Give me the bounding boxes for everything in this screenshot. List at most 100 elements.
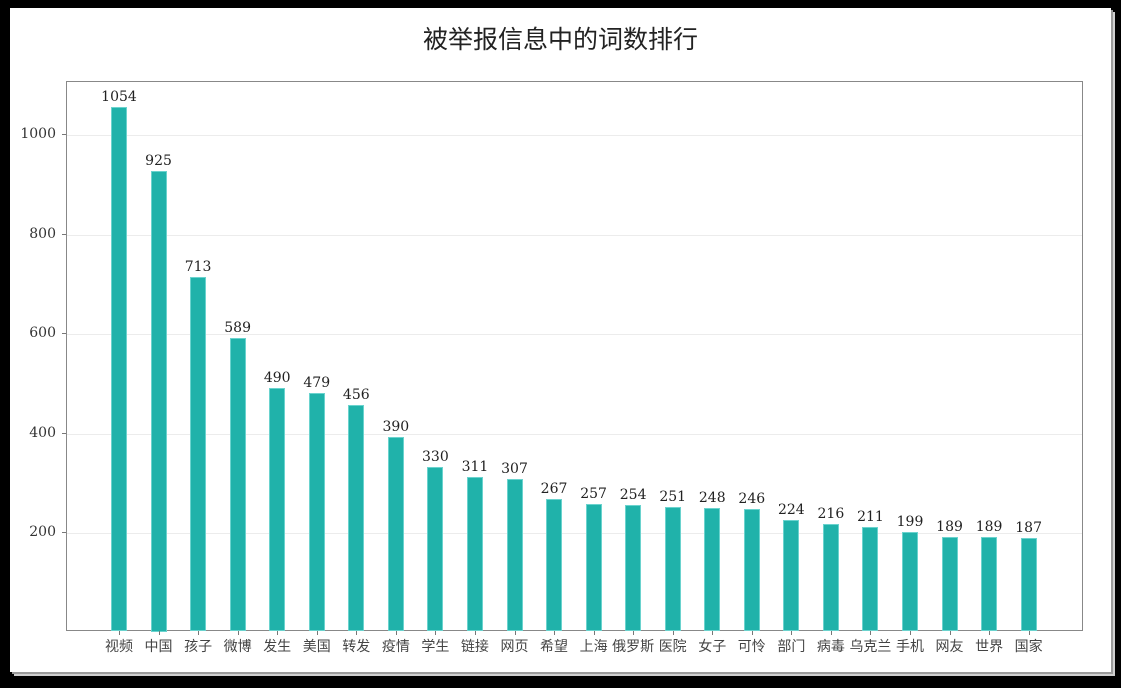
x-tick-label: 国家 xyxy=(1014,639,1043,655)
x-tick-mark xyxy=(870,631,872,635)
x-tick-mark xyxy=(633,631,635,635)
gridline xyxy=(67,334,1082,335)
bar-value-label: 479 xyxy=(303,375,331,392)
bar xyxy=(981,537,998,632)
x-tick-mark xyxy=(712,631,714,635)
bar xyxy=(427,467,444,632)
x-tick-mark xyxy=(989,631,991,635)
x-tick-label: 网友 xyxy=(935,639,964,655)
bar xyxy=(387,437,404,632)
bar-value-label: 216 xyxy=(817,506,845,523)
bar-value-label: 187 xyxy=(1015,520,1042,537)
x-tick-label: 上海 xyxy=(579,639,608,655)
bar-value-label: 925 xyxy=(145,153,172,170)
x-tick-label: 链接 xyxy=(460,639,489,655)
bar-value-label: 330 xyxy=(422,449,449,466)
x-tick-mark xyxy=(514,631,516,635)
bar-value-label: 189 xyxy=(936,519,963,536)
bar xyxy=(269,387,286,632)
x-tick-mark xyxy=(474,631,476,635)
bar-value-label: 199 xyxy=(896,514,924,531)
x-tick-label: 俄罗斯 xyxy=(612,639,655,655)
x-tick-mark xyxy=(593,631,595,635)
y-tick-mark xyxy=(62,134,66,135)
chart-title: 被举报信息中的词数排行 xyxy=(422,25,698,54)
x-tick-label: 希望 xyxy=(540,639,569,655)
x-tick-mark xyxy=(751,631,753,635)
bar xyxy=(585,503,602,632)
x-tick-label: 可怜 xyxy=(737,639,766,655)
bar xyxy=(902,532,918,632)
x-tick-mark xyxy=(316,631,318,635)
x-tick-label: 中国 xyxy=(144,639,173,655)
bar-value-label: 307 xyxy=(501,460,528,477)
bar xyxy=(229,338,246,632)
x-tick-mark xyxy=(237,631,239,635)
bar-value-label: 1054 xyxy=(101,89,137,106)
x-tick-label: 微博 xyxy=(223,639,252,655)
x-tick-label: 学生 xyxy=(421,639,450,655)
x-tick-label: 疫情 xyxy=(381,639,410,655)
x-tick-mark xyxy=(1028,631,1030,635)
bar-value-label: 456 xyxy=(342,386,370,403)
x-tick-label: 世界 xyxy=(975,639,1004,655)
x-tick-mark xyxy=(830,631,832,635)
x-tick-label: 医院 xyxy=(658,639,687,655)
y-tick-mark xyxy=(62,233,66,235)
bar-value-label: 246 xyxy=(738,491,766,508)
x-tick-mark xyxy=(554,631,556,635)
bar xyxy=(625,505,642,632)
x-tick-label: 手机 xyxy=(896,639,924,655)
bar xyxy=(111,107,127,632)
x-tick-mark xyxy=(395,631,397,635)
gridline xyxy=(67,533,1082,534)
bar xyxy=(783,520,800,632)
y-tick-label: 800 xyxy=(29,225,56,242)
x-tick-label: 乌克兰 xyxy=(849,639,892,655)
x-tick-mark xyxy=(435,631,437,635)
bar xyxy=(150,171,167,632)
bar xyxy=(190,276,207,632)
x-tick-label: 孩子 xyxy=(184,639,213,655)
y-tick-mark xyxy=(62,333,66,334)
bar xyxy=(704,508,721,632)
gridline xyxy=(67,135,1082,136)
bar xyxy=(822,524,839,632)
bar-value-label: 267 xyxy=(540,480,568,497)
gridline xyxy=(67,234,1082,236)
bar-value-label: 257 xyxy=(580,485,607,502)
x-tick-label: 病毒 xyxy=(816,639,845,655)
bar-value-label: 189 xyxy=(975,519,1003,536)
bar-value-label: 251 xyxy=(659,488,687,505)
x-tick-mark xyxy=(791,631,793,635)
y-tick-mark xyxy=(62,432,66,434)
bar xyxy=(546,498,563,632)
gridline xyxy=(67,433,1082,435)
bar-value-label: 490 xyxy=(263,369,291,386)
x-tick-mark xyxy=(158,631,160,635)
bar-value-label: 254 xyxy=(619,487,647,504)
bar xyxy=(743,509,760,632)
x-tick-mark xyxy=(198,631,200,635)
x-tick-mark xyxy=(672,631,674,635)
bar-value-label: 224 xyxy=(777,502,805,519)
bar xyxy=(941,537,958,632)
x-tick-label: 转发 xyxy=(342,639,371,655)
x-tick-label: 部门 xyxy=(777,639,806,655)
x-tick-mark xyxy=(949,631,951,635)
y-tick-label: 600 xyxy=(29,325,56,341)
bar xyxy=(308,393,325,632)
x-tick-mark xyxy=(910,631,911,635)
bar-value-label: 589 xyxy=(224,320,251,337)
x-tick-mark xyxy=(119,631,120,635)
x-tick-mark xyxy=(356,631,358,635)
x-tick-label: 发生 xyxy=(263,639,292,655)
y-tick-label: 200 xyxy=(29,524,56,540)
bar-value-label: 390 xyxy=(382,419,410,436)
y-tick-mark xyxy=(62,532,66,533)
bar xyxy=(664,506,681,632)
bar-value-label: 713 xyxy=(184,258,212,275)
bar xyxy=(862,526,879,632)
x-tick-label: 女子 xyxy=(698,639,727,655)
bar xyxy=(506,478,523,632)
